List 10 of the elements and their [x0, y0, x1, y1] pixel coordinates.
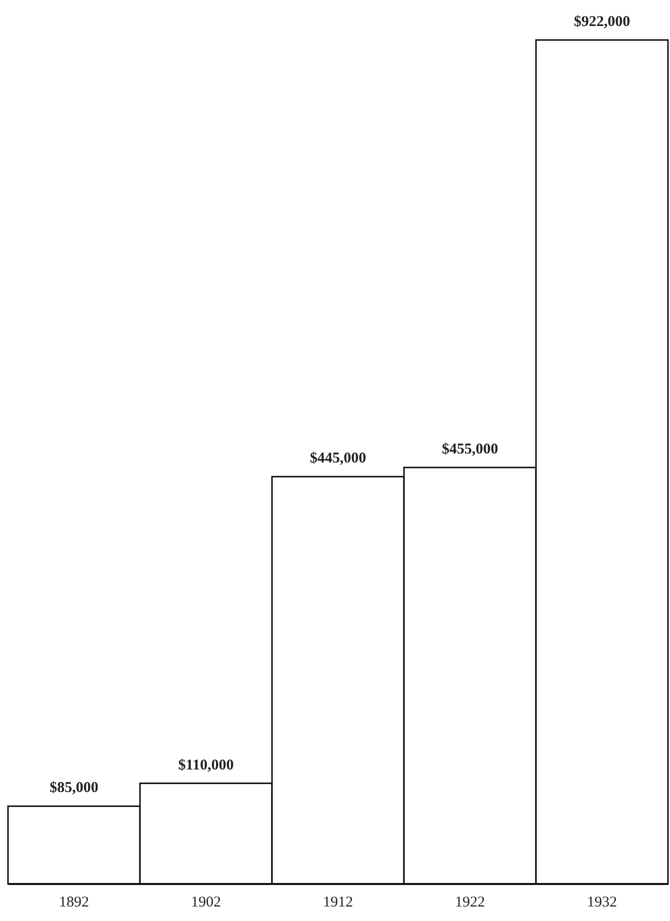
- data-label: $110,000: [178, 757, 234, 774]
- x-tick-label: 1912: [323, 894, 353, 911]
- data-label: $85,000: [50, 780, 98, 796]
- data-label: $445,000: [310, 450, 366, 467]
- data-label: $455,000: [442, 441, 498, 458]
- x-tick-label: 1922: [455, 894, 485, 911]
- data-label: $922,000: [574, 14, 630, 30]
- x-tick-label: 1902: [191, 894, 221, 911]
- x-tick-label: 1892: [59, 894, 89, 911]
- x-tick-label: 1932: [587, 894, 617, 911]
